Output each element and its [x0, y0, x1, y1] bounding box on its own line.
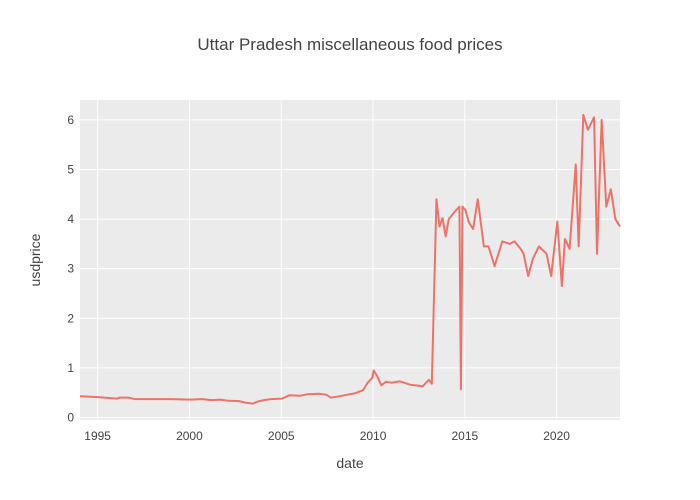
y-tick-label: 3 [67, 262, 74, 276]
x-axis-ticks: 1995 2000 2005 2010 2015 2020 [84, 429, 570, 443]
y-tick-label: 2 [67, 311, 74, 325]
x-axis-title: date [336, 455, 363, 471]
y-tick-label: 5 [67, 162, 74, 176]
y-axis-ticks: 0 1 2 3 4 5 6 [67, 113, 74, 425]
y-tick-label: 1 [67, 361, 74, 375]
y-tick-label: 6 [67, 113, 74, 127]
x-tick-label: 2010 [360, 429, 387, 443]
y-axis-title: usdprice [27, 233, 43, 286]
x-tick-label: 2020 [543, 429, 570, 443]
x-tick-label: 2005 [268, 429, 295, 443]
plot-background [80, 100, 620, 420]
x-tick-label: 2000 [176, 429, 203, 443]
x-tick-label: 2015 [451, 429, 478, 443]
series-line [79, 113, 621, 405]
y-tick-label: 0 [67, 411, 74, 425]
x-tick-label: 1995 [84, 429, 111, 443]
y-tick-label: 4 [67, 212, 74, 226]
chart-title: Uttar Pradesh miscellaneous food prices [197, 35, 502, 54]
series-layer [79, 113, 621, 405]
